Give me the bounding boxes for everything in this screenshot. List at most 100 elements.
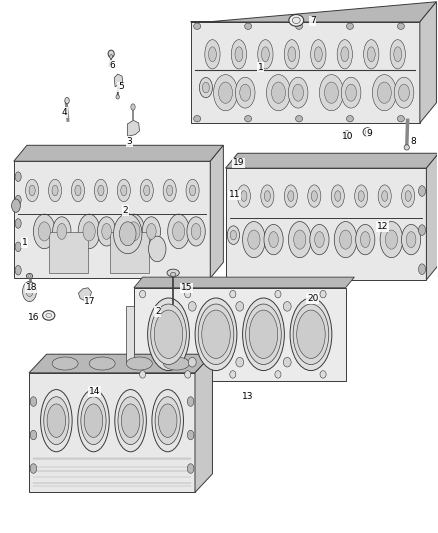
Ellipse shape bbox=[284, 39, 300, 69]
Ellipse shape bbox=[187, 430, 194, 440]
Ellipse shape bbox=[126, 357, 152, 370]
Ellipse shape bbox=[246, 304, 281, 365]
Ellipse shape bbox=[230, 370, 236, 378]
Ellipse shape bbox=[185, 290, 191, 298]
Ellipse shape bbox=[293, 304, 329, 365]
Ellipse shape bbox=[30, 464, 37, 473]
Ellipse shape bbox=[402, 224, 421, 255]
Ellipse shape bbox=[83, 222, 95, 241]
Ellipse shape bbox=[288, 222, 311, 257]
Ellipse shape bbox=[44, 397, 69, 445]
Text: 16: 16 bbox=[28, 312, 39, 321]
Ellipse shape bbox=[113, 214, 142, 254]
Ellipse shape bbox=[358, 191, 364, 201]
Polygon shape bbox=[226, 154, 438, 168]
Ellipse shape bbox=[144, 185, 150, 196]
Text: 19: 19 bbox=[233, 158, 244, 167]
Ellipse shape bbox=[191, 223, 201, 239]
Ellipse shape bbox=[406, 232, 416, 247]
Ellipse shape bbox=[264, 224, 283, 255]
Ellipse shape bbox=[30, 397, 37, 406]
Ellipse shape bbox=[381, 191, 388, 201]
Text: 4: 4 bbox=[61, 108, 67, 117]
Ellipse shape bbox=[202, 310, 230, 359]
Ellipse shape bbox=[154, 310, 183, 359]
Ellipse shape bbox=[148, 236, 166, 262]
Ellipse shape bbox=[311, 191, 318, 201]
Ellipse shape bbox=[12, 199, 20, 212]
Ellipse shape bbox=[102, 223, 111, 239]
Ellipse shape bbox=[334, 222, 357, 257]
Polygon shape bbox=[210, 146, 223, 278]
Ellipse shape bbox=[293, 230, 306, 249]
Ellipse shape bbox=[308, 185, 321, 207]
Ellipse shape bbox=[290, 298, 332, 370]
Ellipse shape bbox=[188, 358, 196, 367]
Ellipse shape bbox=[33, 214, 55, 249]
Ellipse shape bbox=[288, 77, 308, 108]
Ellipse shape bbox=[116, 95, 120, 99]
Ellipse shape bbox=[230, 230, 237, 240]
Ellipse shape bbox=[240, 84, 251, 101]
Text: 17: 17 bbox=[85, 296, 96, 305]
Ellipse shape bbox=[311, 39, 326, 69]
Bar bbox=[110, 232, 149, 273]
Ellipse shape bbox=[404, 145, 410, 150]
Ellipse shape bbox=[47, 404, 66, 438]
Ellipse shape bbox=[394, 77, 414, 108]
Ellipse shape bbox=[81, 397, 106, 445]
Ellipse shape bbox=[15, 242, 21, 252]
Ellipse shape bbox=[26, 286, 33, 296]
Ellipse shape bbox=[341, 77, 361, 108]
Ellipse shape bbox=[284, 185, 297, 207]
Ellipse shape bbox=[266, 75, 290, 111]
Ellipse shape bbox=[292, 17, 300, 23]
Ellipse shape bbox=[38, 222, 50, 241]
Ellipse shape bbox=[314, 47, 322, 62]
Ellipse shape bbox=[399, 84, 410, 101]
Text: 7: 7 bbox=[310, 17, 316, 26]
Ellipse shape bbox=[15, 219, 21, 228]
Ellipse shape bbox=[365, 130, 370, 134]
Text: 5: 5 bbox=[118, 82, 124, 91]
Polygon shape bbox=[134, 288, 346, 381]
Ellipse shape bbox=[241, 191, 247, 201]
Polygon shape bbox=[191, 22, 420, 123]
Ellipse shape bbox=[343, 131, 351, 139]
Ellipse shape bbox=[236, 302, 244, 311]
Ellipse shape bbox=[78, 214, 100, 249]
Ellipse shape bbox=[71, 179, 85, 201]
Ellipse shape bbox=[194, 116, 201, 122]
Ellipse shape bbox=[46, 313, 52, 318]
Polygon shape bbox=[226, 168, 426, 280]
Ellipse shape bbox=[230, 290, 236, 298]
Ellipse shape bbox=[341, 47, 349, 62]
Ellipse shape bbox=[52, 357, 78, 370]
Ellipse shape bbox=[52, 185, 58, 196]
Ellipse shape bbox=[173, 222, 185, 241]
Ellipse shape bbox=[402, 185, 415, 207]
Ellipse shape bbox=[84, 404, 103, 438]
Ellipse shape bbox=[94, 179, 107, 201]
Text: 15: 15 bbox=[180, 283, 192, 292]
Text: 10: 10 bbox=[342, 132, 353, 141]
Ellipse shape bbox=[120, 222, 136, 246]
Text: 2: 2 bbox=[122, 206, 128, 215]
Ellipse shape bbox=[337, 39, 353, 69]
Ellipse shape bbox=[78, 390, 109, 452]
Ellipse shape bbox=[42, 311, 55, 320]
Ellipse shape bbox=[331, 185, 344, 207]
Ellipse shape bbox=[264, 191, 270, 201]
Ellipse shape bbox=[363, 128, 372, 136]
Ellipse shape bbox=[202, 82, 209, 93]
Text: 11: 11 bbox=[229, 190, 240, 199]
Ellipse shape bbox=[244, 116, 251, 122]
Text: 20: 20 bbox=[307, 294, 318, 303]
Ellipse shape bbox=[53, 217, 71, 246]
Ellipse shape bbox=[261, 47, 269, 62]
Ellipse shape bbox=[355, 185, 368, 207]
Ellipse shape bbox=[123, 214, 145, 249]
Ellipse shape bbox=[30, 430, 37, 440]
Ellipse shape bbox=[367, 47, 375, 62]
Ellipse shape bbox=[117, 179, 131, 201]
